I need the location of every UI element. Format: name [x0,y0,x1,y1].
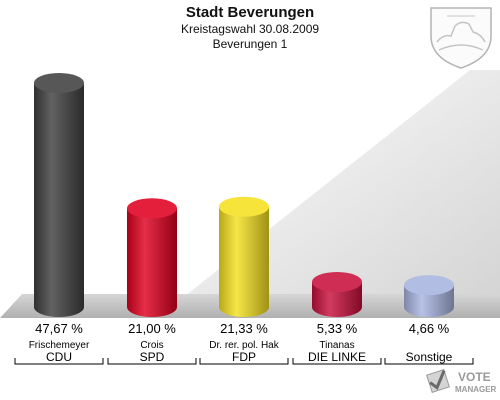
value-label: 21,33 % [220,321,268,336]
value-label: 47,67 % [35,321,83,336]
candidate-label: Tinanas [319,340,354,351]
bar-fdp [219,196,269,317]
value-label: 4,66 % [409,321,450,336]
bar-cap [219,196,269,217]
chart-subtitle-district: Beverungen 1 [212,37,288,51]
value-label: 5,33 % [317,321,358,336]
bar-cap [404,275,454,296]
value-label: 21,00 % [128,321,176,336]
party-label: DIE LINKE [308,350,366,364]
category-bracket [199,358,289,365]
bar-body [219,206,269,317]
bar-body [127,208,177,317]
chart-title: Stadt Beverungen [185,4,315,21]
category-bracket [107,358,197,365]
bar-cap [127,198,177,219]
party-label: Sonstige [406,350,453,364]
bar-die-linke [312,271,362,317]
bar-cdu [34,72,84,317]
party-label: CDU [46,350,72,364]
candidate-label: Frischemeyer [29,340,90,351]
party-label: FDP [232,350,256,364]
coat-of-arms-icon [430,7,492,69]
category-bracket [384,358,474,365]
bar-cap [34,72,84,93]
bar-body [34,82,84,317]
candidate-label: Crois [140,340,163,351]
category-bracket [14,358,104,365]
logo-text-manager: MANAGER [455,385,497,394]
bar-spd [127,198,177,317]
bar-cap [312,271,362,292]
bar-body [312,281,362,317]
bar-sonstige [404,275,454,317]
votemanager-logo-icon: VOTE MANAGER [426,369,497,394]
candidate-label: Dr. rer. pol. Hak [209,340,279,351]
logo-text-vote: VOTE [458,370,491,384]
category-bracket [292,358,382,365]
chart-subtitle-election: Kreistagswahl 30.08.2009 [180,22,320,36]
party-label: SPD [140,350,165,364]
